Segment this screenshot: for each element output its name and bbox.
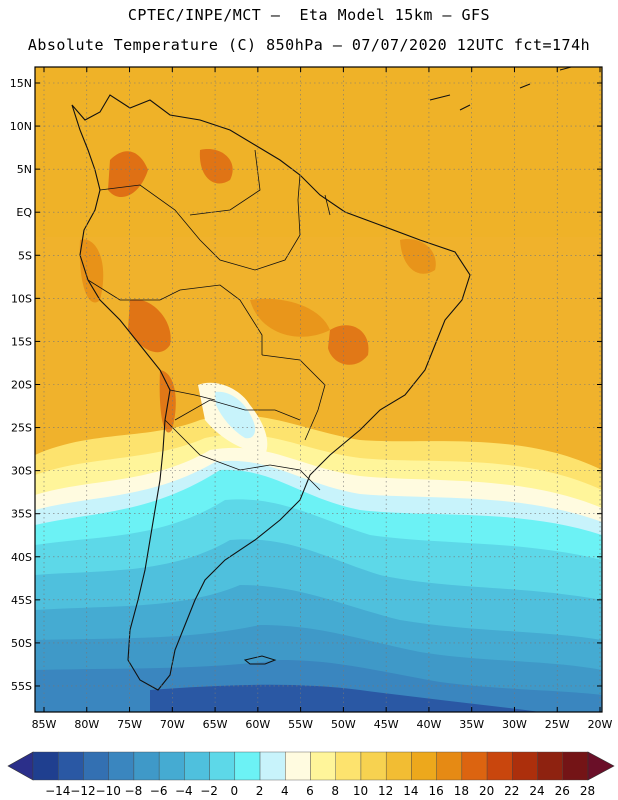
lat-label: 55S: [11, 680, 32, 693]
lon-label: 70W: [160, 718, 185, 731]
colorbar-swatch: [158, 751, 185, 781]
lat-label: 50S: [11, 637, 32, 650]
colorbar-swatch: [385, 751, 412, 781]
lon-label: 80W: [74, 718, 99, 731]
colorbar-swatch: [285, 751, 311, 781]
lon-label: 20W: [588, 718, 613, 731]
colorbar-label: 24: [529, 784, 544, 798]
colorbar-label: 28: [580, 784, 595, 798]
country-borders: [87, 149, 331, 491]
colorbar-swatch: [234, 751, 261, 781]
lat-label: 20S: [11, 378, 32, 391]
colorbar-label: 18: [454, 784, 469, 798]
colorbar-label: −4: [175, 784, 193, 798]
lon-label: 40W: [416, 718, 441, 731]
colorbar-swatch: [411, 751, 437, 781]
lat-label: EQ: [16, 206, 32, 219]
colorbar-label: −10: [96, 784, 121, 798]
colorbar-label: −14: [45, 784, 70, 798]
colorbar-swatch: [512, 751, 538, 781]
colorbar-swatch: [562, 751, 589, 781]
lat-label: 5N: [17, 163, 32, 176]
graticule: [35, 67, 602, 712]
lon-label: 30W: [502, 718, 527, 731]
chart-title-line2: Absolute Temperature (C) 850hPa – 07/07/…: [27, 36, 591, 54]
colorbar-swatch: [310, 751, 336, 781]
lat-label: 15N: [10, 77, 32, 90]
chart-title-line1: CPTEC/INPE/MCT – Eta Model 15km – GFS: [127, 6, 491, 24]
lat-label: 30S: [11, 465, 32, 478]
lon-label: 60W: [245, 718, 270, 731]
lat-label: 25S: [11, 422, 32, 435]
colorbar-label: −12: [70, 784, 95, 798]
colorbar-label: 0: [230, 784, 238, 798]
colorbar-label: 6: [306, 784, 314, 798]
lon-label: 75W: [117, 718, 142, 731]
colorbar-swatch: [184, 751, 210, 781]
lon-label: 45W: [374, 718, 399, 731]
colorbar-label: 2: [256, 784, 264, 798]
colorbar-label: 22: [504, 784, 519, 798]
lat-label: 10S: [11, 292, 32, 305]
colorbar-swatch: [209, 751, 236, 781]
colorbar-swatch: [461, 751, 488, 781]
colorbar-swatch: [133, 751, 160, 781]
lon-label: 55W: [288, 718, 313, 731]
colorbar-label: 16: [428, 784, 443, 798]
colorbar-swatch: [360, 751, 387, 781]
map-frame: [34, 66, 603, 713]
colorbar-swatch: [436, 751, 463, 781]
latitude-labels: 15N 10N 5N EQ 5S 10S 15S 20S 25S 30S 35S 40S 45S 50S 5…: [10, 77, 33, 693]
colorbar-label: 8: [331, 784, 339, 798]
lat-label: 5S: [18, 249, 32, 262]
colorbar-label: 20: [479, 784, 494, 798]
colorbar-swatch: [335, 751, 362, 781]
colorbar-label: −8: [125, 784, 143, 798]
lat-label: 45S: [11, 594, 32, 607]
colorbar-end-high: [587, 751, 615, 781]
colorbar-end-low: [7, 751, 34, 781]
lon-label: 65W: [203, 718, 228, 731]
lat-label: 40S: [11, 551, 32, 564]
colorbar-label: −6: [150, 784, 168, 798]
longitude-labels: 85W 80W 75W 70W 65W 60W 55W 50W 45W 40W 35W 30W 25W 2…: [32, 718, 613, 731]
colorbar-label: −2: [200, 784, 218, 798]
colorbar-swatch: [537, 751, 563, 781]
lon-label: 35W: [459, 718, 484, 731]
colorbar-swatch: [259, 751, 286, 781]
colorbar-label: 26: [555, 784, 570, 798]
colorbar-label: 12: [378, 784, 393, 798]
colorbar-label: 14: [403, 784, 418, 798]
lon-label: 85W: [32, 718, 57, 731]
coastline: [71, 94, 471, 691]
lat-label: 15S: [11, 335, 32, 348]
colorbar-swatch: [32, 751, 59, 781]
lon-label: 50W: [331, 718, 356, 731]
lat-label: 35S: [11, 508, 32, 521]
colorbar-swatch: [58, 751, 84, 781]
colorbar-swatch: [108, 751, 135, 781]
lat-label: 10N: [10, 120, 32, 133]
lon-label: 25W: [545, 718, 570, 731]
colorbar-label: 10: [353, 784, 368, 798]
colorbar-swatch: [83, 751, 109, 781]
colorbar-swatch: [486, 751, 513, 781]
colorbar-label: 4: [281, 784, 289, 798]
